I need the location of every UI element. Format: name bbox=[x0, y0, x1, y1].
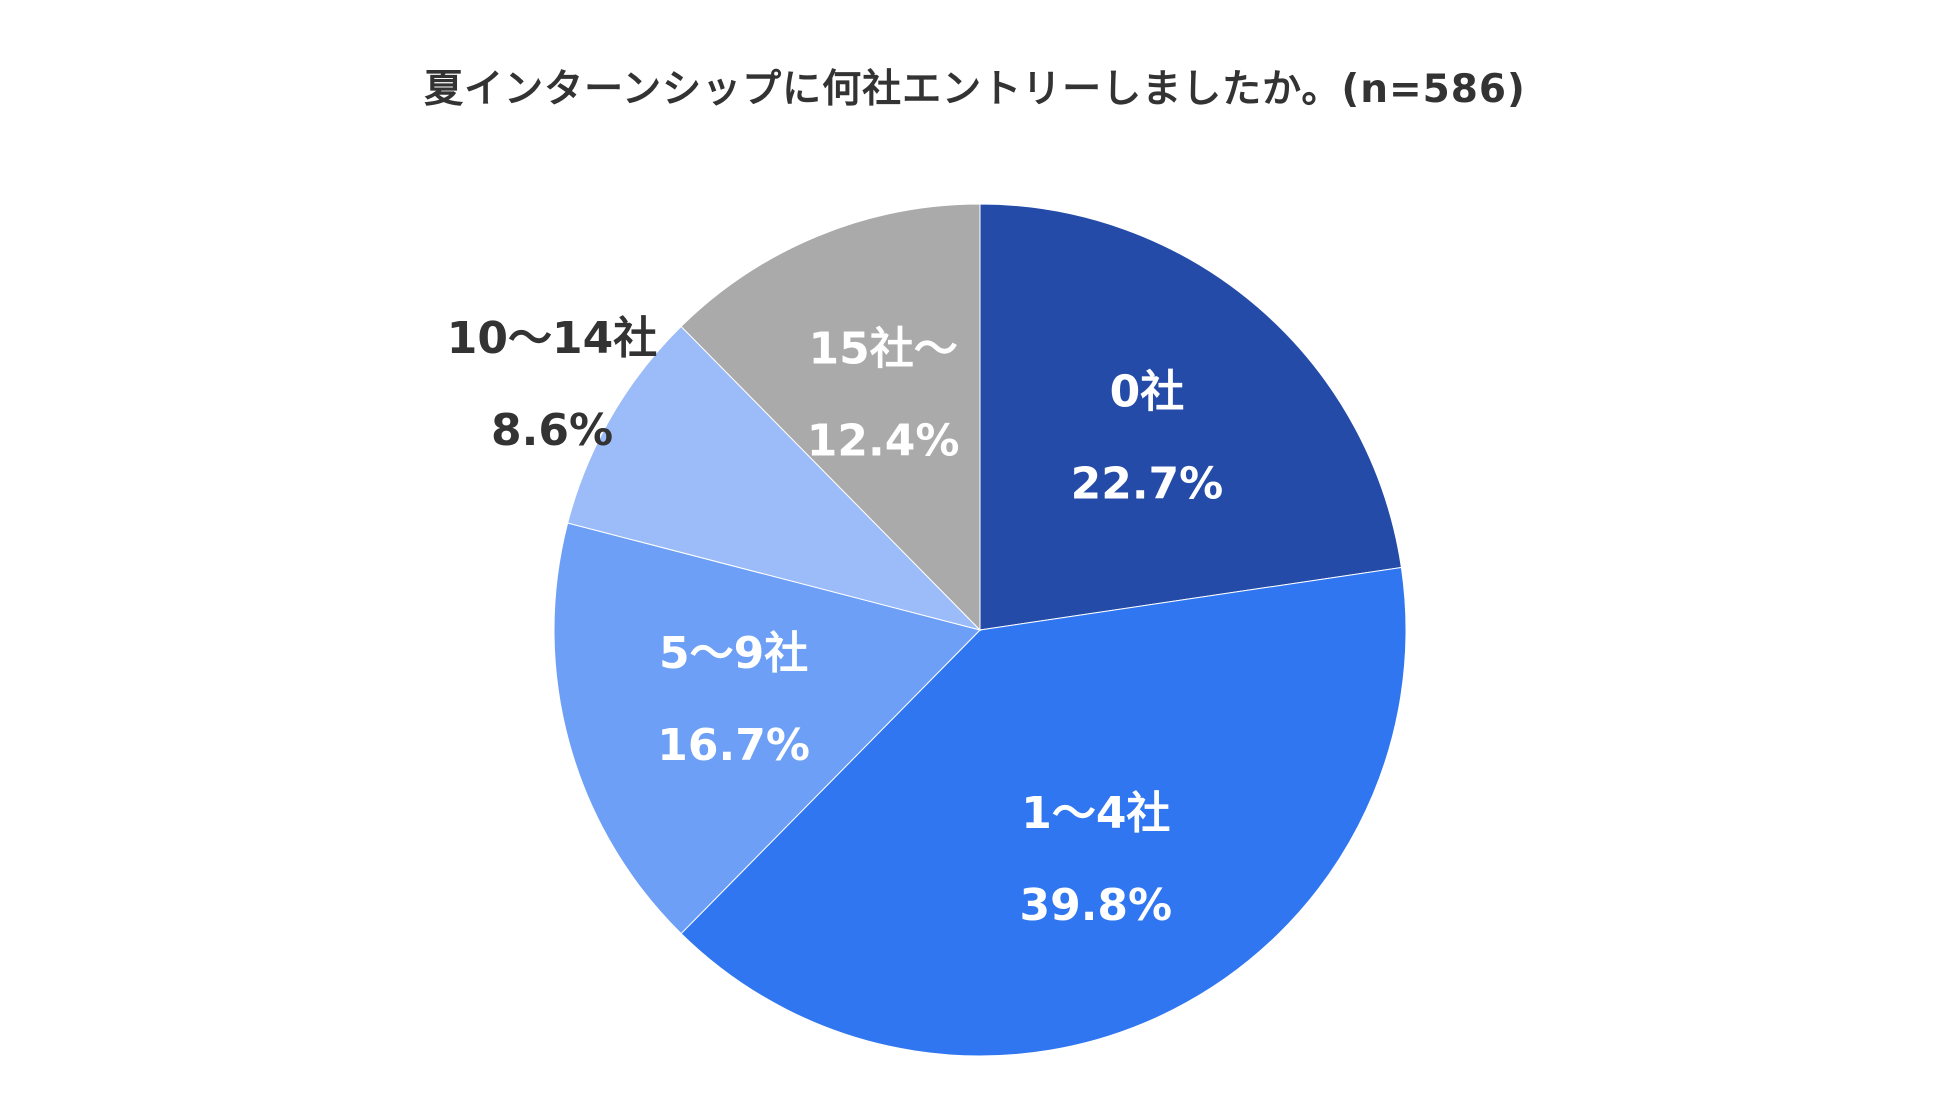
slice-value-label-0: 22.7% bbox=[1071, 458, 1224, 509]
pie-slice-0 bbox=[979, 203, 1402, 631]
slice-value-label-4: 12.4% bbox=[807, 415, 960, 466]
pie-slice-3 bbox=[567, 325, 982, 631]
pie-slice-2 bbox=[553, 522, 981, 935]
chart-title: 夏インターンシップに何社エントリーしましたか。(n=586) bbox=[424, 67, 1526, 112]
slice-value-label-2: 16.7% bbox=[657, 720, 810, 771]
slice-value-label-3: 8.6% bbox=[491, 405, 613, 456]
slice-category-label-4: 15社～ bbox=[808, 323, 957, 374]
slice-value-label-1: 39.8% bbox=[1019, 880, 1172, 931]
slice-category-label-3: 10～14社 bbox=[447, 313, 657, 364]
slice-category-label-1: 1～4社 bbox=[1021, 788, 1170, 839]
pie-slice-1 bbox=[680, 566, 1407, 1057]
pie-slice-4 bbox=[680, 203, 981, 632]
slice-category-label-0: 0社 bbox=[1110, 366, 1185, 417]
slice-category-label-2: 5～9社 bbox=[659, 628, 808, 679]
